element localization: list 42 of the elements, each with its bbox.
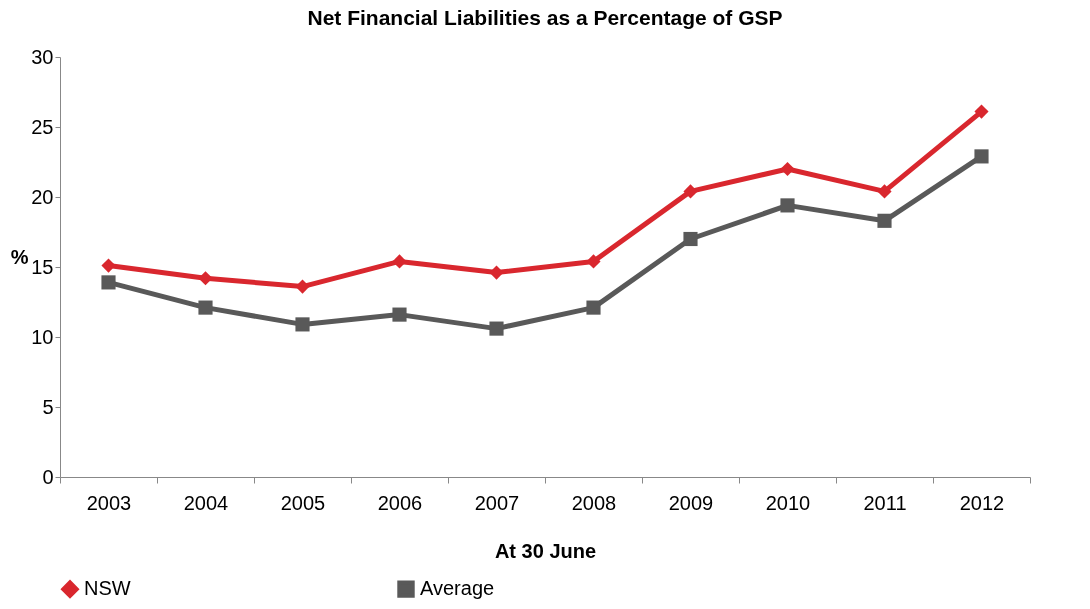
point [295,279,310,294]
point [392,254,407,269]
point [295,317,310,332]
y-tick-label: 30 [31,45,54,68]
x-tick-label: 2008 [571,491,617,514]
x-tick-label: 2012 [959,491,1005,514]
y-tick-label: 20 [31,185,54,208]
point [780,198,795,213]
point [877,184,892,199]
x-tick-label: 2010 [765,491,811,514]
point [683,184,698,199]
y-axis-title: % [10,245,29,268]
point [586,300,601,315]
x-tick-label: 2005 [280,491,326,514]
y-tick-label: 10 [31,325,54,348]
x-tick-label: 2011 [863,491,907,514]
point [198,271,213,286]
y-tick-label: 15 [31,255,54,278]
point [489,321,504,336]
y-tick-label: 0 [42,465,54,488]
point [586,254,601,269]
x-tick-label: 2003 [86,491,132,514]
x-tick-label: 2006 [377,491,423,514]
x-axis-title: At 30 June [494,539,597,562]
x-tick-label: 2007 [474,491,520,514]
legend-label: Average [420,577,495,600]
point [101,258,116,273]
x-tick-label: 2004 [183,491,229,514]
chart-title: Net Financial Liabilities as a Percentage of GSP [307,6,783,29]
point [974,104,989,119]
point [198,300,213,315]
point [101,275,116,290]
point [489,265,504,280]
point [780,161,795,177]
y-tick-label: 25 [31,115,54,138]
point [683,231,698,247]
x-tick-label: 2009 [668,491,714,514]
point [392,307,407,322]
y-tick-label: 5 [42,395,54,418]
point [974,149,989,164]
point [877,213,892,228]
legend-label: NSW [84,577,131,600]
